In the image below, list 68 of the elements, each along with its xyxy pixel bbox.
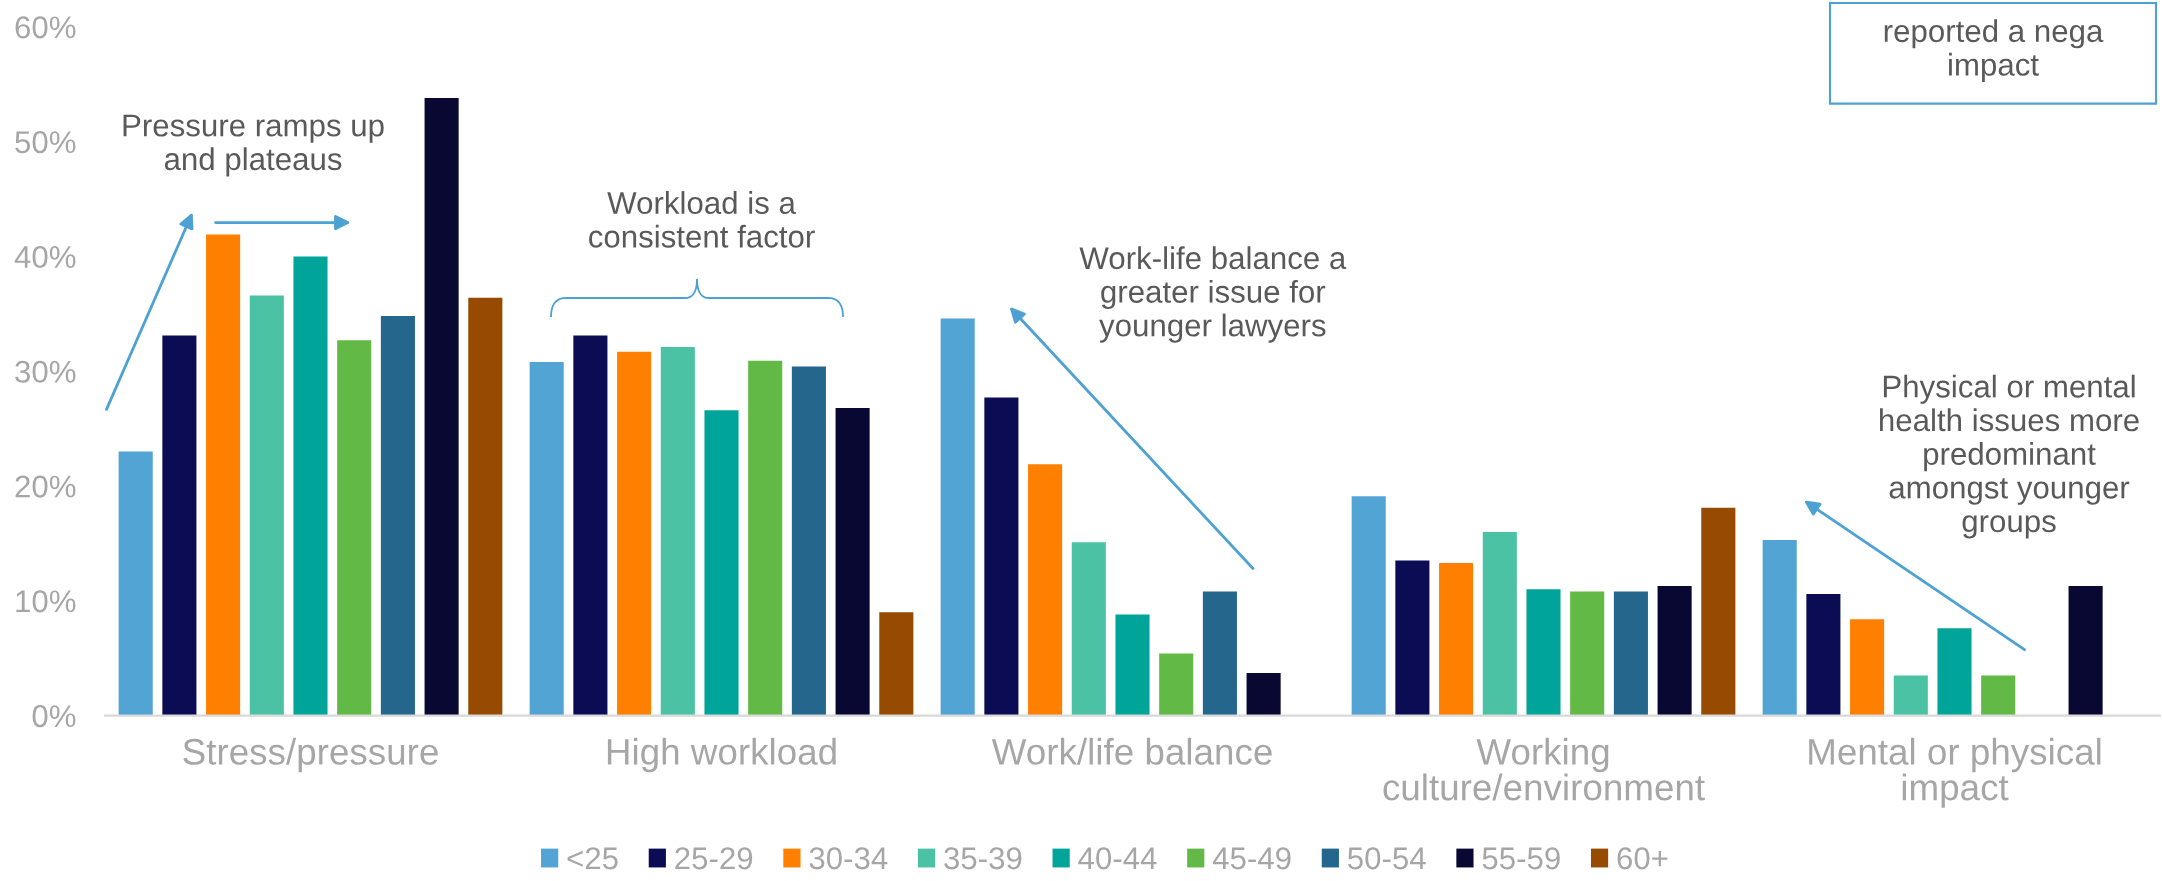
legend-label: 25-29 <box>675 847 753 870</box>
legend-label: 55-59 <box>1482 847 1560 870</box>
bar <box>1246 673 1281 716</box>
bar <box>1351 496 1386 716</box>
bar <box>337 340 372 716</box>
bar <box>1937 628 1972 716</box>
bar <box>835 407 870 716</box>
bar <box>879 612 914 716</box>
bar <box>1981 675 2016 716</box>
bar <box>529 362 564 716</box>
legend-label: 50-54 <box>1348 847 1426 870</box>
y-tick-label: 60% <box>15 16 76 39</box>
y-tick-label: 0% <box>32 705 76 728</box>
bar <box>1028 464 1063 716</box>
annotation: Workload is a consistent factor <box>589 191 815 248</box>
legend-label: <25 <box>567 847 618 870</box>
bar <box>249 295 284 716</box>
bar <box>1806 593 1841 716</box>
bar <box>1115 614 1150 716</box>
y-tick-label: 40% <box>14 245 76 269</box>
bar <box>2068 585 2103 716</box>
x-tick-label: Mental or physical impact <box>1809 737 2101 808</box>
annotation: Pressure ramps up and plateaus <box>123 114 384 177</box>
bar <box>1202 591 1237 716</box>
legend-label: 60+ <box>1617 847 1668 870</box>
annotation: Physical or mental health issues more predominant amongst younger groups <box>1880 374 2139 539</box>
bar <box>704 410 739 716</box>
x-tick-label: Stress/pressure <box>183 737 438 773</box>
y-tick-label: 10% <box>16 590 76 613</box>
annotation: reported a nega impact <box>1884 19 2104 82</box>
bar <box>1893 675 1928 716</box>
bar <box>118 451 153 716</box>
bar <box>1613 591 1648 716</box>
bar <box>617 351 652 716</box>
bar <box>573 335 608 716</box>
bar <box>1159 653 1194 716</box>
y-tick-label: 20% <box>15 475 76 498</box>
bar <box>1570 591 1605 716</box>
annotation: Work-life balance a greater issue for younger lawyers <box>1079 246 1347 343</box>
bar <box>380 316 415 716</box>
y-tick-label: 50% <box>15 131 76 154</box>
bar <box>1439 562 1474 716</box>
bar <box>1526 589 1561 716</box>
bar <box>940 318 975 716</box>
bar <box>1071 542 1106 716</box>
bar <box>1395 560 1430 716</box>
legend-label: 30-34 <box>809 847 888 870</box>
legend-label: 40-44 <box>1078 847 1157 870</box>
bar <box>1762 539 1797 716</box>
bar <box>984 397 1019 716</box>
y-tick-label: 30% <box>15 360 76 383</box>
bar <box>1701 507 1736 716</box>
x-tick-label: Working culture/environment <box>1383 737 1705 801</box>
bar <box>1482 531 1517 716</box>
bar <box>206 234 241 716</box>
bar <box>468 297 503 716</box>
bar <box>1657 585 1692 716</box>
bar <box>748 360 783 716</box>
bar <box>660 347 695 716</box>
legend-label: 35-39 <box>944 847 1022 870</box>
x-tick-label: Work/life balance <box>991 737 1272 765</box>
legend-label: 45-49 <box>1212 847 1291 870</box>
x-tick-label: High workload <box>607 737 836 773</box>
bar <box>162 335 197 716</box>
bar <box>1850 619 1885 716</box>
bar <box>424 97 459 716</box>
bar <box>791 366 826 716</box>
bar <box>293 256 328 716</box>
